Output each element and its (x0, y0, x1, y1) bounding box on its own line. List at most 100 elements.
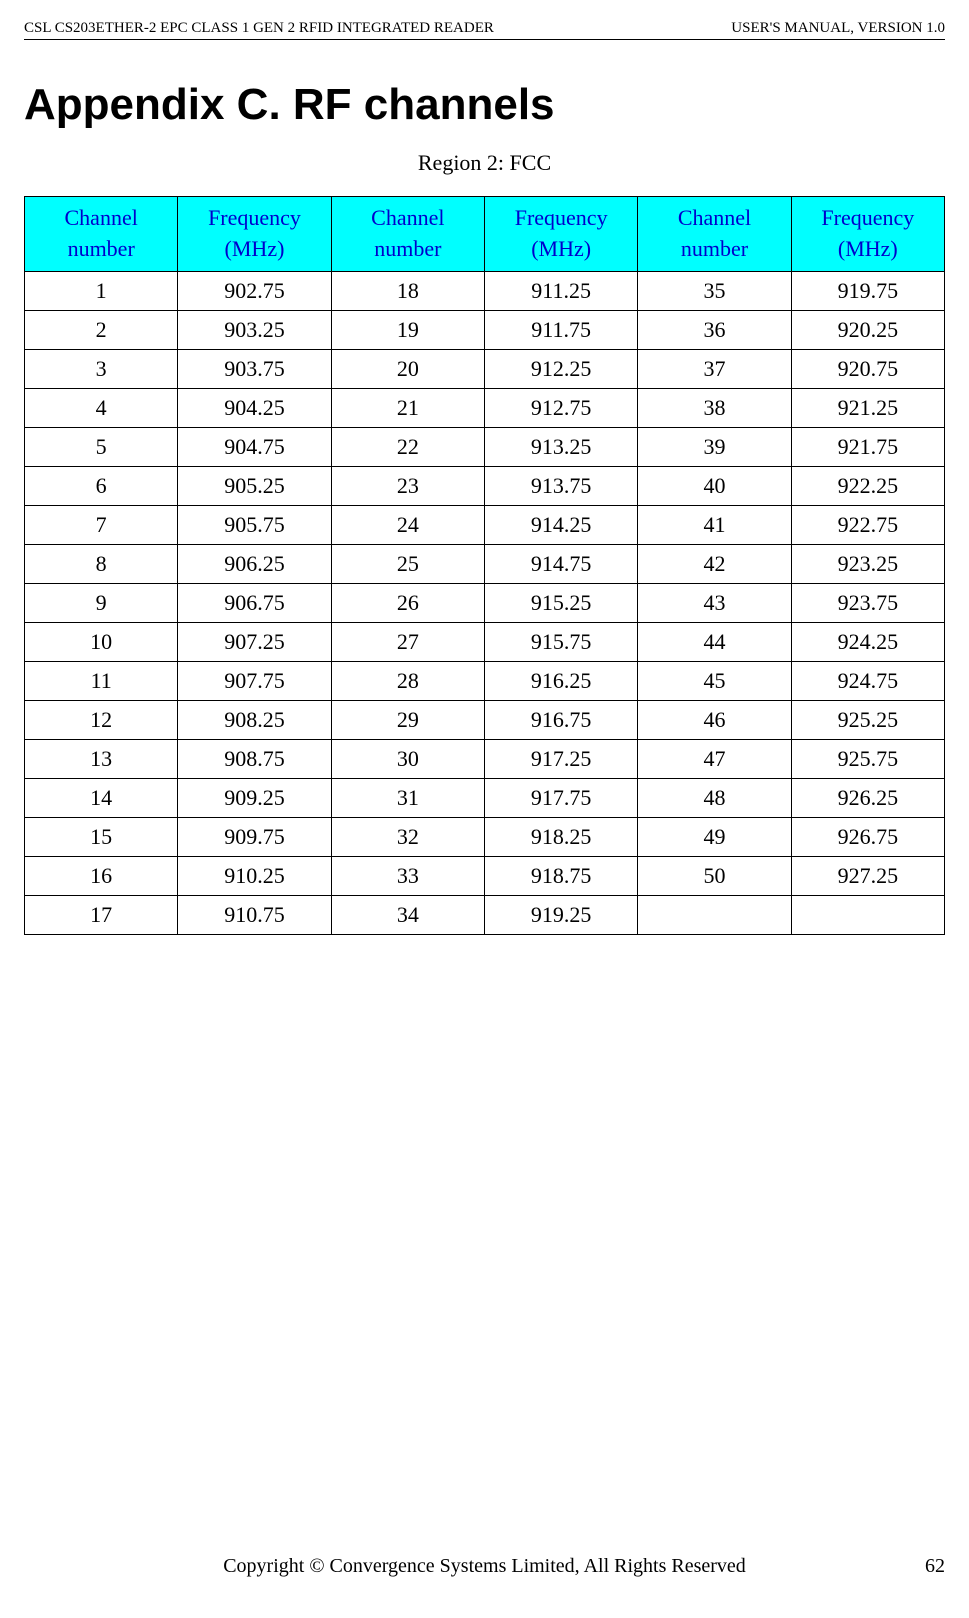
table-cell: 925.25 (791, 700, 944, 739)
table-cell: 2 (25, 310, 178, 349)
table-cell: 10 (25, 622, 178, 661)
table-cell: 39 (638, 427, 791, 466)
table-cell: 24 (331, 505, 484, 544)
table-cell: 913.25 (484, 427, 637, 466)
table-cell: 904.25 (178, 388, 331, 427)
table-cell: 3 (25, 349, 178, 388)
table-cell: 919.75 (791, 271, 944, 310)
table-cell: 915.75 (484, 622, 637, 661)
table-cell: 19 (331, 310, 484, 349)
table-cell: 13 (25, 739, 178, 778)
table-cell: 903.25 (178, 310, 331, 349)
table-cell: 902.75 (178, 271, 331, 310)
table-cell: 925.75 (791, 739, 944, 778)
table-cell: 44 (638, 622, 791, 661)
table-cell: 23 (331, 466, 484, 505)
table-cell: 42 (638, 544, 791, 583)
page-top-header: CSL CS203ETHER-2 EPC CLASS 1 GEN 2 RFID … (24, 20, 945, 40)
table-cell: 30 (331, 739, 484, 778)
col-header-label: Frequency (MHz) (515, 205, 608, 261)
table-cell: 5 (25, 427, 178, 466)
col-header: Channel number (331, 197, 484, 272)
table-cell: 15 (25, 817, 178, 856)
table-cell: 31 (331, 778, 484, 817)
table-row: 9906.7526915.2543923.75 (25, 583, 945, 622)
table-row: 3903.7520912.2537920.75 (25, 349, 945, 388)
table-row: 6905.2523913.7540922.25 (25, 466, 945, 505)
page-footer: Copyright © Convergence Systems Limited,… (24, 1555, 945, 1578)
table-cell (791, 895, 944, 934)
table-cell: 38 (638, 388, 791, 427)
table-cell: 9 (25, 583, 178, 622)
header-left-text: CSL CS203ETHER-2 EPC CLASS 1 GEN 2 RFID … (24, 20, 494, 37)
table-cell: 17 (25, 895, 178, 934)
col-header: Frequency (MHz) (791, 197, 944, 272)
table-cell: 906.75 (178, 583, 331, 622)
table-cell: 918.75 (484, 856, 637, 895)
footer-page-number: 62 (925, 1555, 945, 1578)
header-right-text: USER'S MANUAL, VERSION 1.0 (731, 20, 945, 37)
table-row: 7905.7524914.2541922.75 (25, 505, 945, 544)
table-cell: 910.75 (178, 895, 331, 934)
table-cell: 903.75 (178, 349, 331, 388)
table-cell: 907.75 (178, 661, 331, 700)
table-cell: 35 (638, 271, 791, 310)
col-header-label: Frequency (MHz) (208, 205, 301, 261)
table-cell: 913.75 (484, 466, 637, 505)
table-cell: 924.25 (791, 622, 944, 661)
col-header: Frequency (MHz) (484, 197, 637, 272)
table-cell: 906.25 (178, 544, 331, 583)
table-cell: 41 (638, 505, 791, 544)
col-header: Channel number (25, 197, 178, 272)
col-header: Frequency (MHz) (178, 197, 331, 272)
table-cell: 911.25 (484, 271, 637, 310)
table-row: 8906.2525914.7542923.25 (25, 544, 945, 583)
table-row: 16910.2533918.7550927.25 (25, 856, 945, 895)
table-cell: 916.25 (484, 661, 637, 700)
table-cell: 917.75 (484, 778, 637, 817)
table-cell: 1 (25, 271, 178, 310)
table-cell: 907.25 (178, 622, 331, 661)
table-cell: 919.25 (484, 895, 637, 934)
table-row: 12908.2529916.7546925.25 (25, 700, 945, 739)
table-cell: 27 (331, 622, 484, 661)
table-cell: 18 (331, 271, 484, 310)
table-cell: 914.25 (484, 505, 637, 544)
table-cell: 908.25 (178, 700, 331, 739)
table-cell: 47 (638, 739, 791, 778)
table-cell: 926.75 (791, 817, 944, 856)
table-cell: 926.25 (791, 778, 944, 817)
table-cell: 912.75 (484, 388, 637, 427)
table-cell: 912.25 (484, 349, 637, 388)
table-cell: 920.25 (791, 310, 944, 349)
table-cell: 904.75 (178, 427, 331, 466)
col-header-label: Channel number (371, 205, 444, 261)
col-header-label: Channel number (678, 205, 751, 261)
table-cell: 25 (331, 544, 484, 583)
table-cell: 915.25 (484, 583, 637, 622)
table-cell: 32 (331, 817, 484, 856)
table-cell: 37 (638, 349, 791, 388)
table-cell: 20 (331, 349, 484, 388)
table-cell: 909.75 (178, 817, 331, 856)
table-cell: 920.75 (791, 349, 944, 388)
table-cell: 22 (331, 427, 484, 466)
table-cell: 16 (25, 856, 178, 895)
table-cell: 923.75 (791, 583, 944, 622)
table-cell: 8 (25, 544, 178, 583)
table-cell: 11 (25, 661, 178, 700)
table-cell: 36 (638, 310, 791, 349)
appendix-title: Appendix C. RF channels (24, 80, 945, 130)
table-cell: 910.25 (178, 856, 331, 895)
table-row: 1902.7518911.2535919.75 (25, 271, 945, 310)
table-cell: 28 (331, 661, 484, 700)
table-cell: 924.75 (791, 661, 944, 700)
table-row: 14909.2531917.7548926.25 (25, 778, 945, 817)
table-cell: 917.25 (484, 739, 637, 778)
table-cell: 909.25 (178, 778, 331, 817)
table-cell: 921.25 (791, 388, 944, 427)
table-cell: 12 (25, 700, 178, 739)
table-cell: 927.25 (791, 856, 944, 895)
table-cell: 916.75 (484, 700, 637, 739)
table-cell (638, 895, 791, 934)
